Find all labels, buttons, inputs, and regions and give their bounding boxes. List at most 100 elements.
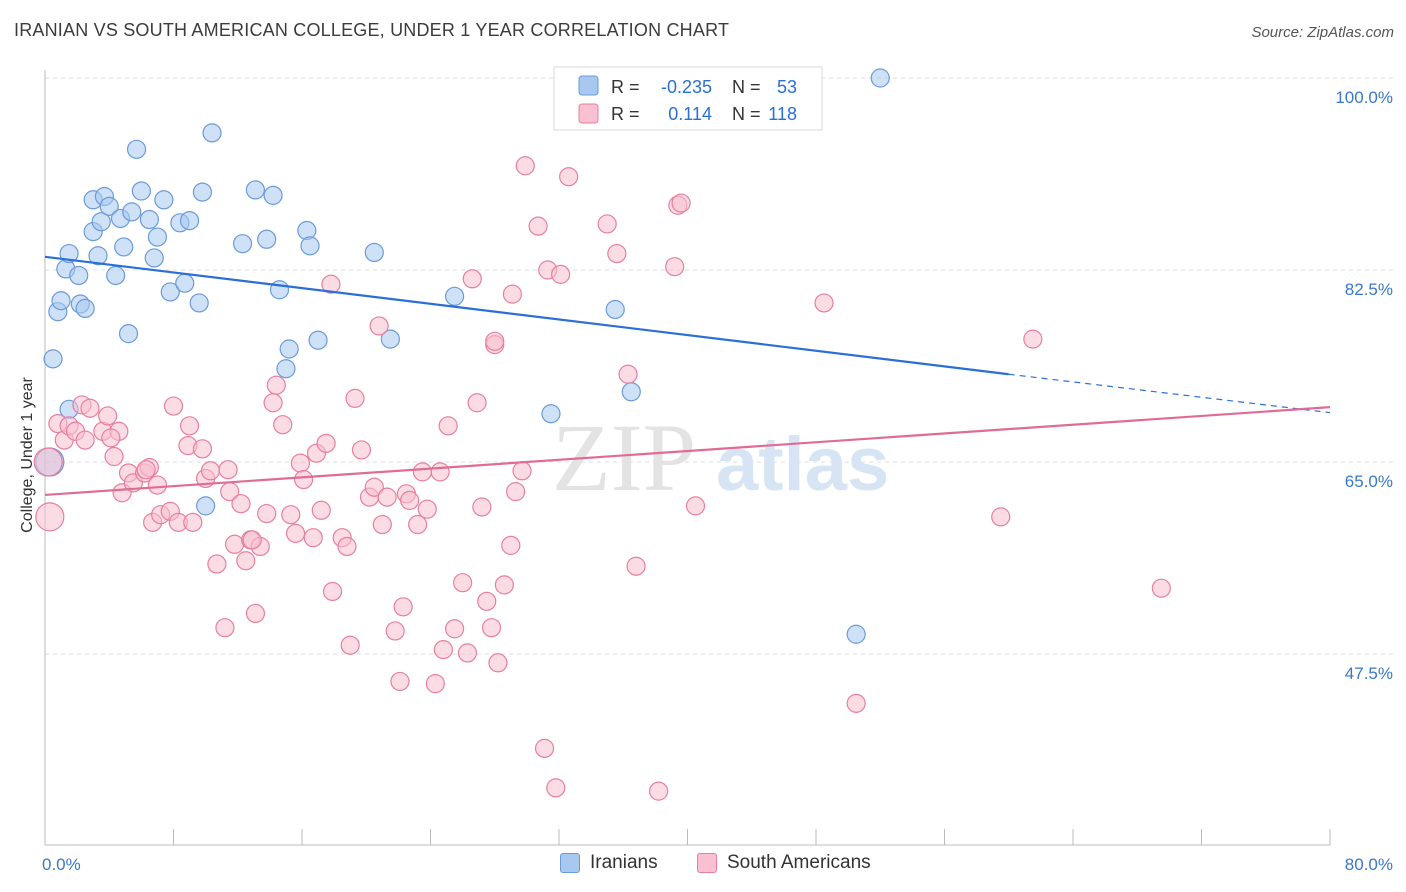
point-south-american	[322, 581, 343, 602]
point-iranian	[870, 68, 890, 88]
point-south-american	[408, 514, 428, 535]
point-south-american	[457, 643, 478, 663]
point-iranian	[69, 265, 89, 286]
point-iranian	[308, 330, 328, 350]
point-iranian	[147, 227, 168, 247]
point-south-american	[136, 460, 156, 480]
stats-n-label-iranians: N =	[732, 77, 761, 97]
point-south-american	[369, 316, 389, 336]
legend-item-iranians: Iranians	[560, 852, 658, 874]
legend-swatch-iranians	[560, 853, 580, 873]
legend-label-iranians: Iranians	[590, 852, 658, 873]
point-iranian	[154, 190, 174, 210]
point-south-american	[438, 416, 458, 436]
trend-lines	[44, 255, 1331, 497]
point-iranian	[59, 243, 79, 264]
point-south-american	[494, 575, 514, 595]
point-south-american	[1151, 578, 1171, 598]
point-south-american	[433, 640, 453, 660]
watermark-atlas: atlas	[716, 422, 889, 507]
point-south-american	[316, 433, 336, 453]
point-iranian	[106, 265, 126, 286]
point-south-american	[551, 264, 571, 284]
point-south-american	[236, 551, 256, 571]
point-south-american	[412, 462, 433, 482]
point-iranian	[541, 404, 561, 424]
point-south-american	[559, 167, 579, 187]
point-iranian	[43, 349, 63, 369]
point-south-american	[501, 535, 521, 555]
point-south-american	[546, 778, 566, 798]
point-south-american	[224, 534, 245, 554]
trend-line-iranians-extension	[1008, 373, 1331, 414]
legend-swatch-south-americans	[697, 853, 717, 873]
point-iranian	[276, 359, 296, 379]
point-south-american	[377, 487, 397, 507]
point-iranian	[144, 248, 164, 268]
point-iranian	[131, 181, 151, 201]
point-south-american	[285, 523, 306, 543]
point-south-american	[337, 536, 357, 557]
stats-swatch-iranians	[578, 75, 599, 96]
point-south-american	[104, 446, 124, 467]
point-south-american	[218, 460, 238, 480]
point-south-american	[618, 364, 638, 384]
series-iranians	[35, 68, 890, 644]
point-south-american	[534, 738, 555, 758]
point-iranian	[605, 299, 625, 320]
point-iranian	[279, 339, 299, 359]
point-south-american	[671, 193, 691, 213]
point-south-american	[393, 597, 413, 617]
point-south-american	[506, 482, 526, 502]
point-south-american	[453, 573, 473, 593]
point-south-american	[488, 653, 508, 673]
point-south-american	[400, 490, 420, 510]
point-south-american	[33, 447, 63, 477]
point-south-american	[472, 497, 492, 517]
x-tick-label-min: 0.0%	[42, 855, 81, 874]
point-south-american	[294, 469, 314, 490]
point-south-american	[163, 396, 184, 416]
point-south-american	[467, 393, 487, 413]
point-iranian	[846, 624, 866, 644]
point-south-american	[364, 477, 384, 497]
point-south-american	[263, 393, 283, 413]
point-south-american	[281, 505, 301, 525]
point-south-american	[192, 439, 213, 459]
point-south-american	[80, 398, 100, 418]
point-iranian	[175, 273, 195, 293]
point-south-american	[75, 430, 95, 450]
point-iranian	[300, 236, 320, 256]
point-south-american	[183, 512, 203, 532]
point-south-american	[101, 428, 121, 448]
point-south-american	[266, 375, 286, 395]
point-south-american	[626, 556, 646, 576]
point-iranian	[245, 180, 266, 200]
point-south-american	[321, 274, 341, 294]
point-south-american	[665, 257, 685, 277]
point-iranian	[139, 209, 160, 230]
point-south-american	[215, 618, 235, 638]
stats-r-value-south-americans: 0.114	[668, 104, 712, 124]
point-iranian	[75, 298, 95, 318]
point-iranian	[263, 185, 283, 205]
point-iranian	[269, 280, 290, 300]
chart-title: IRANIAN VS SOUTH AMERICAN COLLEGE, UNDER…	[14, 20, 730, 40]
point-south-american	[390, 671, 410, 692]
point-south-american	[528, 216, 548, 236]
point-iranian	[364, 242, 384, 263]
point-iranian	[99, 196, 119, 216]
point-iranian	[621, 382, 641, 402]
legend-item-south-americans: South Americans	[697, 852, 871, 874]
trend-line-south-americans	[44, 406, 1331, 497]
point-south-american	[648, 781, 669, 801]
point-iranian	[126, 139, 147, 159]
point-south-american	[462, 269, 482, 289]
point-south-american	[245, 603, 266, 624]
point-south-american	[340, 635, 360, 655]
point-south-american	[607, 243, 627, 264]
point-iranian	[196, 496, 216, 516]
point-south-american	[481, 618, 502, 638]
point-south-american	[417, 499, 437, 519]
